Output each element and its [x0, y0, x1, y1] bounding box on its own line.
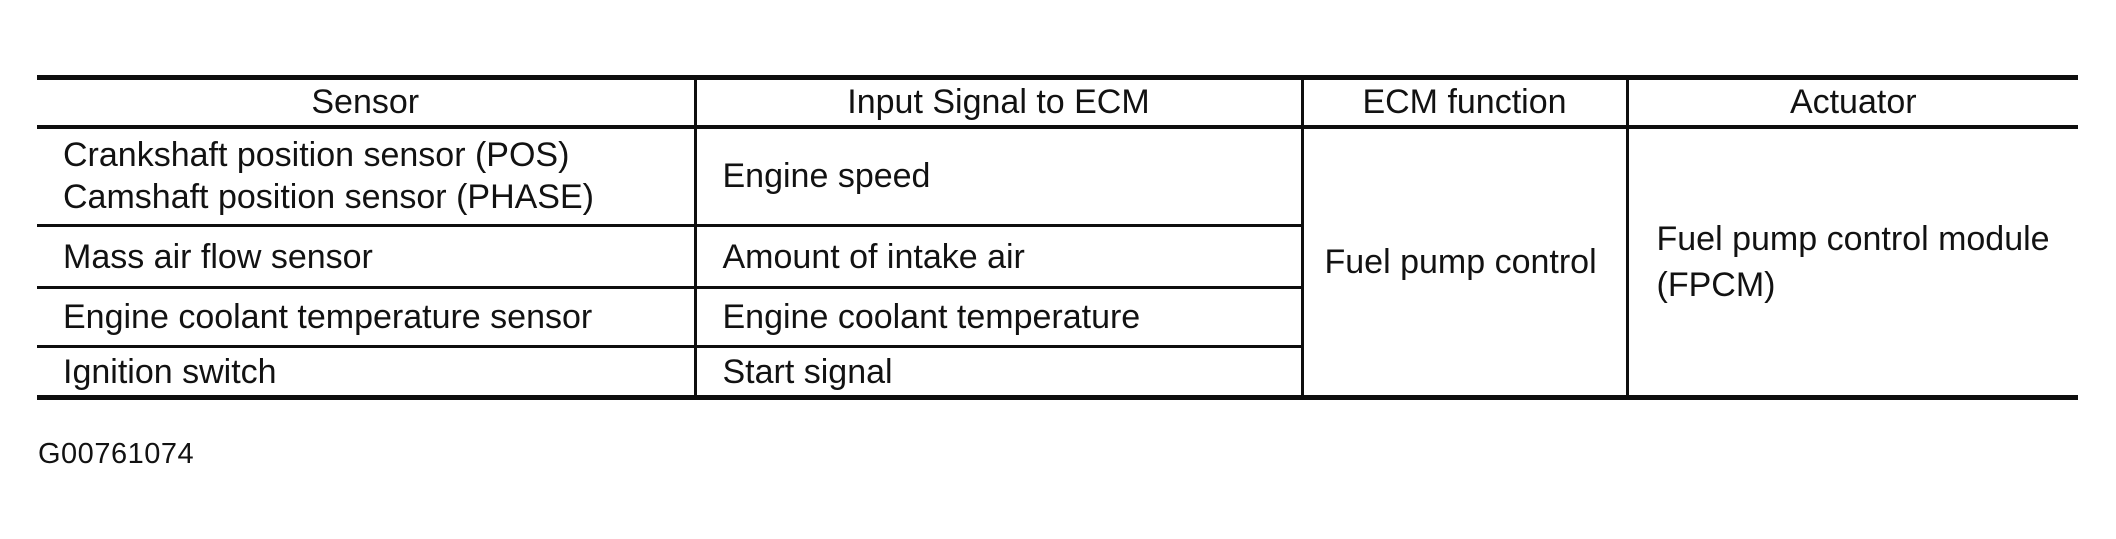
figure-id-label: G00761074	[38, 438, 195, 470]
header-sensor: Sensor	[37, 77, 695, 129]
table-row: Mass air flow sensor Amount of intake ai…	[37, 225, 2078, 289]
table-row: Engine coolant temperature sensor Engine…	[37, 287, 2078, 348]
cell-sensor-coolant-temp: Engine coolant temperature sensor	[37, 287, 695, 348]
header-input-signal: Input Signal to ECM	[693, 77, 1302, 129]
fuel-pump-control-spec-table: Sensor Input Signal to ECM ECM function …	[37, 75, 2078, 400]
table-row: Crankshaft position sensor (POS) Camshaf…	[37, 126, 2078, 398]
cell-sensor-ignition-switch: Ignition switch	[63, 352, 277, 391]
cell-input-engine-speed: Engine speed	[693, 126, 1302, 227]
header-ecm-function: ECM function	[1300, 77, 1627, 129]
cell-input-start-signal: Start signal	[693, 346, 1302, 398]
cell-sensor-mass-air-flow: Mass air flow sensor	[37, 225, 695, 289]
cell-actuator: Fuel pump control module (FPCM)	[1625, 126, 2078, 398]
sensor-line-crankshaft: Crankshaft position sensor (POS)	[63, 136, 570, 175]
cell-input-intake-air: Amount of intake air	[693, 225, 1302, 289]
header-row: Sensor Input Signal to ECM ECM function …	[37, 77, 2078, 129]
sensor-line-camshaft: Camshaft position sensor (PHASE)	[63, 178, 594, 217]
cell-ecm-function: Fuel pump control	[1300, 126, 1627, 398]
header-actuator: Actuator	[1625, 77, 2078, 129]
table-row: Ignition switch Start signal	[37, 346, 2078, 398]
cell-sensor-crankshaft-camshaft: Crankshaft position sensor (POS) Camshaf…	[37, 126, 695, 227]
cell-input-coolant-temp: Engine coolant temperature	[693, 287, 1302, 348]
